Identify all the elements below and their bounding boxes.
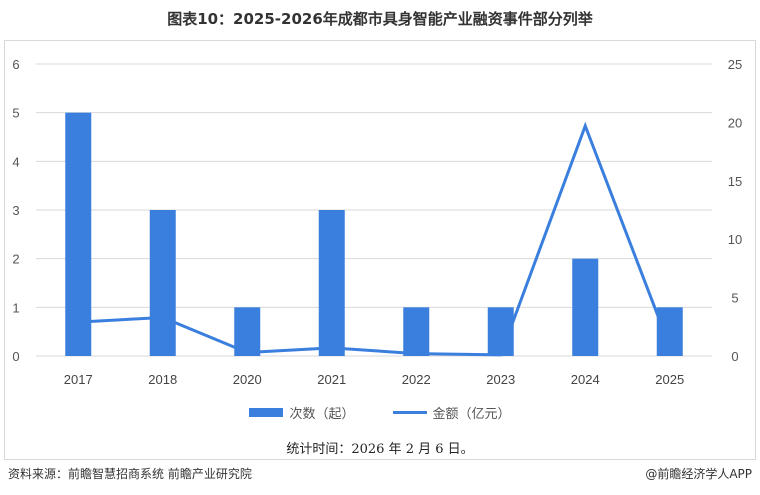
right-axis-tick: 0 [731,349,738,364]
right-axis-tick: 25 [728,57,742,72]
left-axis-tick: 6 [12,57,19,72]
bar-count [572,258,599,356]
x-axis-tick: 2023 [486,372,515,387]
left-axis-tick: 2 [12,252,19,267]
legend: 次数（起） 金额（亿元） [0,403,760,422]
source-note: 资料来源：前瞻智慧招商系统 前瞻产业研究院 [8,467,252,481]
legend-label-amount: 金额（亿元） [432,407,511,422]
legend-label-count: 次数（起） [289,407,355,422]
x-axis-tick: 2024 [571,372,600,387]
right-axis-tick: 15 [728,174,742,189]
bar-count [656,307,683,356]
left-axis-tick: 0 [12,349,19,364]
bar-count [65,112,92,357]
bar-count [318,210,345,356]
footnote: 统计时间：2026 年 2 月 6 日。 [286,442,474,457]
right-axis-tick: 10 [728,232,742,247]
chart-frame [4,40,756,460]
left-axis-tick: 5 [12,106,19,121]
legend-item-amount: 金额（亿元） [392,403,511,422]
left-axis-tick: 1 [12,300,19,315]
line-amount [78,121,672,357]
credit: @前瞻经济学人APP [645,467,752,481]
right-axis-tick: 20 [728,115,742,130]
x-axis-tick: 2018 [148,372,177,387]
x-axis-tick: 2025 [655,372,684,387]
x-axis-tick: 2017 [64,372,93,387]
x-axis-tick: 2021 [317,372,346,387]
bar-count [149,210,176,356]
left-axis-tick: 3 [12,203,19,218]
legend-bar-swatch [249,408,284,417]
x-axis-tick: 2020 [233,372,262,387]
chart-title: 图表10：2025-2026年成都市具身智能产业融资事件部分列举 [167,10,593,28]
x-axis-tick: 2022 [402,372,431,387]
right-axis-tick: 5 [731,291,738,306]
legend-item-count: 次数（起） [249,403,355,422]
left-axis-tick: 4 [12,154,19,169]
legend-line-swatch [392,411,427,414]
bar-count [403,307,430,356]
